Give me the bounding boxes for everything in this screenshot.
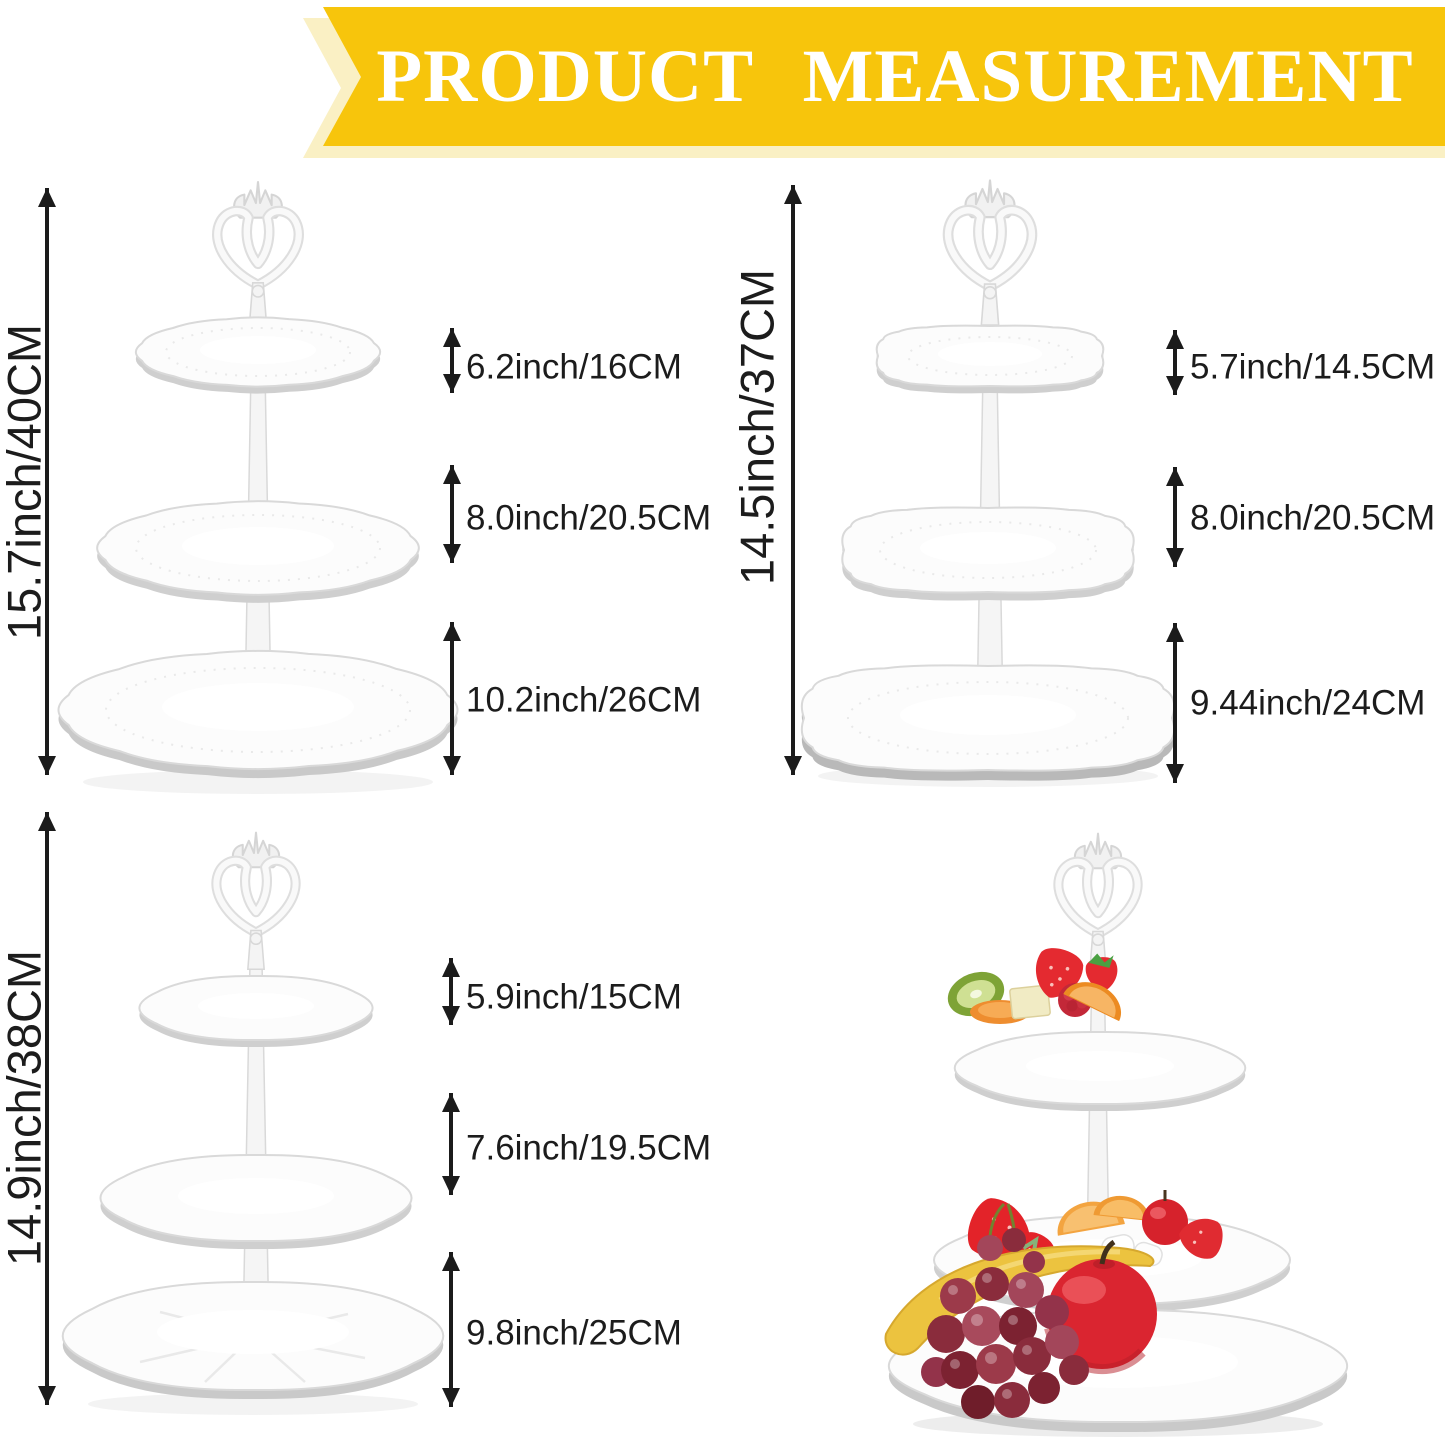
pineapple-cube-icon: [1009, 984, 1051, 1020]
square-tier2-label: 8.0inch/20.5CM: [1190, 498, 1436, 538]
dimension-arrow-total-height: [791, 185, 795, 775]
petal-tier2-label: 7.6inch/19.5CM: [466, 1128, 712, 1168]
strawberry-icon: [1085, 953, 1118, 991]
banner-ribbon: [303, 7, 1445, 158]
crown-finial-icon: [1058, 834, 1137, 971]
ribbon: [323, 7, 1445, 146]
crown-finial-icon: [216, 833, 295, 970]
stand-fruit-display: [884, 834, 1348, 1437]
stand-round: [57, 182, 459, 794]
dimension-arrow-tier3: [449, 1252, 453, 1407]
orange-wedge-icon: [1063, 982, 1121, 1022]
banner-title: PRODUCT MEASUREMENT: [376, 34, 1414, 118]
dimension-arrow-total-height: [45, 188, 49, 775]
petal-tier3-label: 9.8inch/25CM: [466, 1313, 682, 1353]
dimension-arrow-tier1: [449, 958, 453, 1025]
round-stand-height-label: 15.7inch/40CM: [0, 323, 51, 641]
square-tier1-label: 5.7inch/14.5CM: [1190, 347, 1436, 387]
dimension-arrow-tier2: [449, 1093, 453, 1195]
strawberry-icon: [1179, 1218, 1223, 1259]
stand-square: [800, 180, 1176, 787]
fruits-bottom-tier: [884, 1202, 1157, 1419]
round-tier1-label: 6.2inch/16CM: [466, 347, 682, 387]
dimension-arrow-tier3: [450, 622, 454, 775]
dimension-arrow-tier3: [1173, 623, 1177, 783]
dimension-arrow-total-height: [45, 812, 49, 1405]
banana-icon: [884, 1245, 1155, 1356]
fruits-top-tier: [947, 948, 1121, 1024]
dimension-arrow-tier2: [450, 465, 454, 563]
square-tier3-label: 9.44inch/24CM: [1190, 683, 1426, 723]
grapes-icon: [921, 1202, 1089, 1419]
petal-tier1-label: 5.9inch/15CM: [466, 977, 682, 1017]
square-stand-height-label: 14.5inch/37CM: [730, 268, 784, 586]
dimension-arrow-tier2: [1173, 467, 1177, 567]
stand-petal: [61, 833, 445, 1415]
cantaloupe-slice-icon: [1093, 1195, 1150, 1221]
round-tier2-label: 8.0inch/20.5CM: [466, 498, 712, 538]
ground-shadow: [83, 770, 433, 794]
crown-finial-icon: [948, 180, 1032, 325]
petal-stand-height-label: 14.9inch/38CM: [0, 949, 51, 1267]
crown-finial-icon: [217, 182, 298, 323]
dimension-arrow-tier1: [1173, 330, 1177, 395]
dimension-arrow-tier1: [450, 328, 454, 393]
small-apple-icon: [1142, 1190, 1188, 1245]
round-tier3-label: 10.2inch/26CM: [466, 680, 702, 720]
ground-shadow: [88, 1393, 418, 1415]
